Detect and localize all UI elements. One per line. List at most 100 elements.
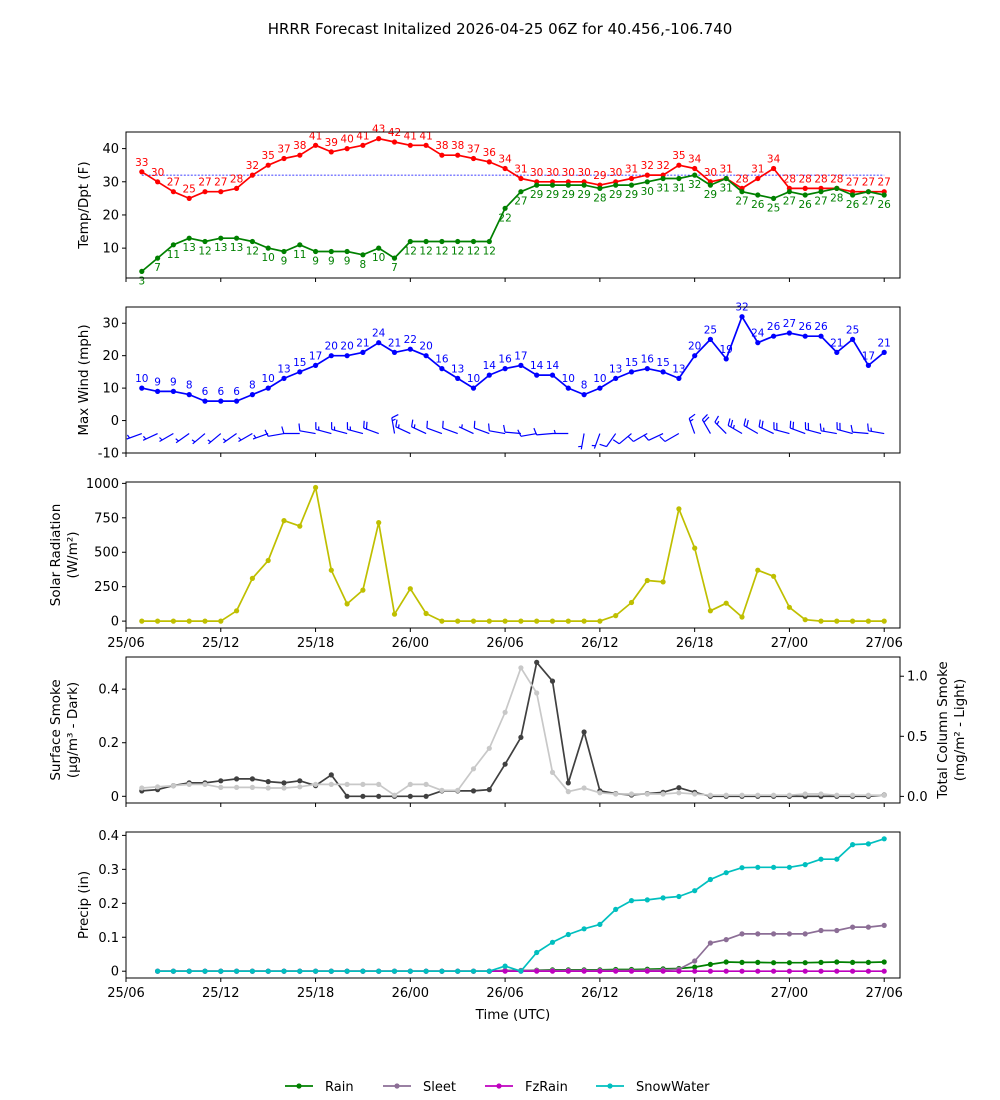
data-point-solar-radiation xyxy=(818,618,824,624)
data-point-dewpoint xyxy=(628,182,635,188)
data-point-dewpoint xyxy=(281,248,287,255)
x-axis-label: Time (UTC) xyxy=(475,1007,551,1023)
data-label-temperature: 35 xyxy=(672,150,685,162)
data-label-temperature: 28 xyxy=(814,173,827,185)
data-point-snowwater xyxy=(502,963,508,969)
data-label-dewpoint: 32 xyxy=(688,179,701,191)
series-line-max-wind xyxy=(141,315,885,402)
wind-barb xyxy=(175,433,190,444)
data-point-snowwater xyxy=(676,893,682,900)
data-point-max-wind xyxy=(565,385,571,391)
data-point-rain xyxy=(723,959,729,965)
data-label-max-wind: 6 xyxy=(217,386,224,398)
data-label-max-wind: 21 xyxy=(388,337,401,349)
data-label-temperature: 28 xyxy=(230,173,243,185)
data-point-solar-radiation xyxy=(581,618,587,624)
data-point-fzrain xyxy=(723,968,729,974)
legend-item-snowwater: SnowWater xyxy=(596,1080,710,1095)
wind-barb xyxy=(627,433,648,443)
data-point-total-column-smoke xyxy=(802,791,808,797)
data-point-max-wind xyxy=(470,385,477,391)
data-point-snowwater xyxy=(313,968,319,974)
data-label-temperature: 32 xyxy=(246,160,259,172)
data-point-max-wind xyxy=(581,392,587,398)
data-point-max-wind xyxy=(281,375,287,381)
data-point-snowwater xyxy=(439,968,445,974)
data-point-solar-radiation xyxy=(360,587,366,593)
wind-barb xyxy=(207,433,222,445)
data-point-dewpoint xyxy=(170,242,176,248)
data-point-solar-radiation xyxy=(423,610,429,617)
y-tick-label: 10 xyxy=(102,382,119,397)
data-point-total-column-smoke xyxy=(850,792,856,798)
data-label-max-wind: 10 xyxy=(467,373,480,385)
y-tick-label: 0 xyxy=(111,615,119,630)
data-label-temperature: 30 xyxy=(151,167,164,179)
data-point-max-wind xyxy=(818,333,824,339)
data-label-max-wind: 17 xyxy=(309,350,322,362)
data-point-solar-radiation xyxy=(502,618,508,624)
data-point-dewpoint xyxy=(534,182,540,188)
data-label-temperature: 37 xyxy=(467,144,480,156)
series-line-total-column-smoke xyxy=(141,666,885,797)
data-label-dewpoint: 11 xyxy=(293,249,306,261)
data-point-max-wind xyxy=(139,385,145,391)
data-point-solar-radiation xyxy=(644,577,650,584)
data-label-temperature: 32 xyxy=(656,160,669,172)
data-point-surface-smoke xyxy=(470,788,477,794)
data-point-solar-radiation xyxy=(155,618,161,624)
data-label-dewpoint: 13 xyxy=(214,242,227,254)
wind-barb xyxy=(533,427,553,436)
data-point-solar-radiation xyxy=(313,484,319,491)
data-point-surface-smoke xyxy=(565,780,571,786)
data-label-dewpoint: 8 xyxy=(360,259,367,271)
data-point-surface-smoke xyxy=(297,778,303,784)
data-point-temperature xyxy=(376,136,382,142)
data-point-fzrain xyxy=(802,968,808,974)
data-point-total-column-smoke xyxy=(265,785,271,791)
wind-barb xyxy=(612,433,632,445)
x-tick-label: 26/18 xyxy=(676,636,713,651)
y-tick-label: 30 xyxy=(102,317,119,332)
wind-barb xyxy=(159,433,174,443)
data-point-total-column-smoke xyxy=(234,784,240,791)
data-point-max-wind xyxy=(881,349,887,355)
data-point-total-column-smoke xyxy=(739,792,745,798)
data-label-temperature: 41 xyxy=(404,130,417,142)
data-point-solar-radiation xyxy=(771,573,777,579)
data-point-solar-radiation xyxy=(455,618,461,624)
data-label-dewpoint: 7 xyxy=(391,262,398,274)
y-tick-label: -10 xyxy=(98,447,119,462)
data-point-solar-radiation xyxy=(802,617,808,623)
data-point-dewpoint xyxy=(344,248,350,255)
data-point-total-column-smoke xyxy=(518,665,524,671)
data-point-fzrain xyxy=(771,968,777,974)
data-point-total-column-smoke xyxy=(439,787,445,794)
data-point-dewpoint xyxy=(249,238,255,245)
data-point-temperature xyxy=(297,152,303,158)
data-label-temperature: 28 xyxy=(799,173,812,185)
data-point-solar-radiation xyxy=(676,506,682,512)
data-label-max-wind: 13 xyxy=(277,363,290,375)
data-point-solar-radiation xyxy=(613,613,619,619)
data-point-sleet xyxy=(739,931,745,937)
legend-label: FzRain xyxy=(525,1080,568,1095)
data-point-max-wind xyxy=(344,353,350,359)
data-point-temperature xyxy=(692,165,698,172)
data-point-dewpoint xyxy=(186,235,192,241)
data-point-fzrain xyxy=(660,968,666,974)
data-point-dewpoint xyxy=(155,255,161,261)
data-label-max-wind: 20 xyxy=(688,341,701,353)
data-point-solar-radiation xyxy=(328,567,334,573)
wind-barb xyxy=(391,414,399,434)
data-point-temperature xyxy=(328,149,334,155)
data-point-surface-smoke xyxy=(676,785,682,791)
data-point-surface-smoke xyxy=(281,780,287,786)
data-point-rain xyxy=(802,960,808,966)
wind-barb xyxy=(659,433,680,443)
data-label-temperature: 30 xyxy=(546,167,559,179)
data-point-fzrain xyxy=(549,968,556,974)
data-point-dewpoint xyxy=(376,245,382,251)
x-tick-label: 25/18 xyxy=(297,636,334,651)
